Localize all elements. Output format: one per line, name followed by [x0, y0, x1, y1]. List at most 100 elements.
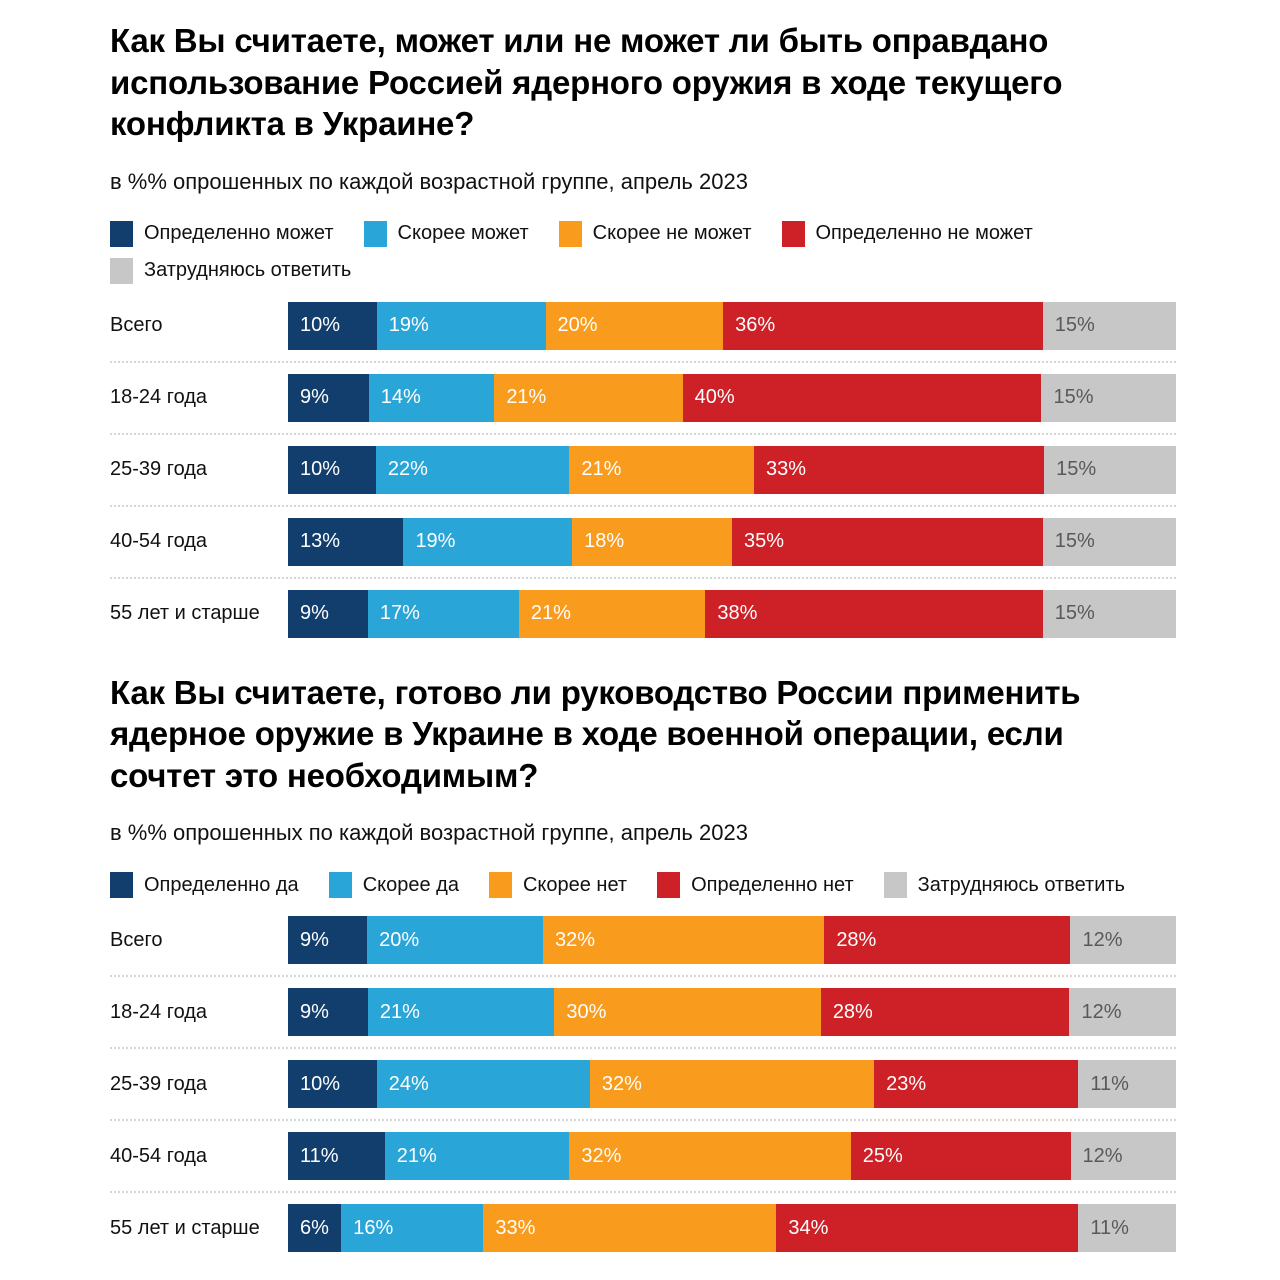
- bar-segment: 21%: [384, 1132, 570, 1181]
- segment-value: 18%: [584, 530, 625, 553]
- legend-swatch: [558, 220, 582, 247]
- bar-segment: 12%: [1070, 1132, 1176, 1181]
- stacked-bar: 9% 17% 21% 38% 15%: [288, 589, 1176, 638]
- legend-label: Определенно нет: [691, 873, 854, 896]
- legend-label: Определенно да: [144, 873, 299, 896]
- bar-segment: 21%: [494, 373, 683, 422]
- legend-label: Скорее да: [362, 873, 459, 896]
- segment-value: 23%: [886, 1072, 927, 1095]
- table-row: 25-39 года 10% 22% 21% 33% 15%: [110, 445, 1176, 494]
- segment-value: 24%: [388, 1072, 429, 1095]
- bar-segment: 22%: [375, 445, 570, 494]
- segment-value: 33%: [765, 458, 807, 481]
- bar-segment: 14%: [368, 373, 495, 422]
- stacked-bar: 9% 21% 30% 28% 12%: [288, 988, 1177, 1037]
- row-label: 40-54 года: [110, 1144, 208, 1167]
- bar-segment: 20%: [545, 301, 724, 350]
- table-row: 25-39 года 10% 24% 32% 23% 11%: [110, 1060, 1176, 1109]
- bar-segment: 21%: [569, 445, 754, 494]
- segment-value: 15%: [1056, 458, 1097, 481]
- bar-segment: 24%: [376, 1060, 590, 1109]
- legend-swatch: [110, 220, 133, 247]
- segment-value: 20%: [557, 314, 598, 337]
- rows: Всего 10% 19% 20% 36% 15% 18-24 года 9% 14% 21% 40…: [110, 301, 1176, 638]
- chart-title: Как Вы считаете, готово ли руководство Р…: [110, 673, 1081, 794]
- table-row: 55 лет и старше 9% 17% 21% 38% 15%: [110, 589, 1176, 638]
- table-row: 18-24 года 9% 21% 30% 28% 12%: [110, 988, 1177, 1037]
- segment-value: 12%: [1082, 928, 1123, 951]
- segment-value: 22%: [387, 458, 428, 481]
- legend-swatch: [488, 872, 512, 899]
- stacked-bar: 11% 21% 32% 25% 12%: [288, 1132, 1176, 1181]
- legend-item: Скорее не может: [558, 220, 752, 247]
- legend: Определенно может Скорее может Скорее не м…: [110, 220, 1176, 284]
- segment-value: 21%: [506, 386, 547, 409]
- bar-segment: 10%: [288, 445, 376, 494]
- bar-segment: 36%: [723, 301, 1043, 350]
- bar-segment: 6%: [288, 1204, 342, 1253]
- segment-value: 12%: [1081, 1000, 1122, 1023]
- bar-segment: 25%: [850, 1132, 1071, 1181]
- table-row: Всего 9% 20% 32% 28% 12%: [110, 916, 1176, 965]
- table-row: 55 лет и старше 6% 16% 33% 34% 11%: [110, 1204, 1177, 1253]
- row-label: 40-54 года: [110, 530, 208, 553]
- chart-title: Как Вы считаете, может или не может ли б…: [110, 22, 1063, 143]
- segment-value: 21%: [530, 602, 571, 625]
- bar-segment: 15%: [1044, 445, 1176, 494]
- legend-item: Затрудняюсь ответить: [883, 872, 1125, 899]
- segment-value: 9%: [300, 928, 329, 951]
- legend-item: Определенно да: [110, 872, 299, 899]
- legend-swatch: [328, 872, 352, 899]
- segment-value: 10%: [300, 1072, 341, 1095]
- bar-segment: 11%: [288, 1132, 385, 1181]
- legend-label: Затрудняюсь ответить: [144, 259, 352, 282]
- segment-value: 21%: [581, 458, 622, 481]
- rows: Всего 9% 20% 32% 28% 12% 18-24 года 9% 21% 30% 28%…: [110, 916, 1177, 1253]
- bar-segment: 19%: [403, 517, 573, 566]
- chart-leadership-ready-to-use: Как Вы считаете, готово ли руководство Р…: [110, 672, 1177, 1253]
- table-row: 18-24 года 9% 14% 21% 40% 15%: [110, 373, 1176, 422]
- bar-segment: 33%: [753, 445, 1045, 494]
- legend-swatch: [883, 872, 907, 899]
- bar-segment: 21%: [367, 988, 555, 1037]
- row-separator: [110, 432, 1176, 435]
- legend-swatch: [781, 220, 805, 247]
- row-label: 25-39 года: [110, 458, 208, 481]
- segment-value: 19%: [388, 314, 429, 337]
- stacked-bar: 6% 16% 33% 34% 11%: [288, 1204, 1177, 1253]
- segment-value: 36%: [735, 314, 776, 337]
- bar-segment: 15%: [1042, 589, 1176, 638]
- segment-value: 32%: [581, 1144, 622, 1167]
- bar-segment: 32%: [569, 1132, 851, 1181]
- bar-segment: 11%: [1078, 1060, 1176, 1109]
- stacked-bar: 10% 22% 21% 33% 15%: [288, 445, 1176, 494]
- chart-subtitle: в %% опрошенных по каждой возрастной гру…: [110, 820, 748, 846]
- segment-value: 32%: [601, 1072, 642, 1095]
- bar-segment: 11%: [1078, 1204, 1177, 1253]
- bar-segment: 9%: [288, 589, 368, 638]
- bar-segment: 34%: [776, 1204, 1079, 1253]
- segment-value: 21%: [396, 1144, 437, 1167]
- legend-item: Определенно может: [110, 220, 334, 247]
- bar-segment: 15%: [1041, 373, 1176, 422]
- bar-segment: 10%: [288, 1060, 377, 1109]
- bar-segment: 19%: [376, 301, 546, 350]
- bar-segment: 10%: [288, 301, 377, 350]
- legend-label: Определенно может: [144, 222, 334, 245]
- segment-value: 16%: [353, 1216, 394, 1239]
- bar-segment: 21%: [518, 589, 706, 638]
- bar-segment: 35%: [732, 517, 1043, 566]
- legend-item: Скорее да: [328, 872, 459, 899]
- stacked-bar: 10% 24% 32% 23% 11%: [288, 1060, 1176, 1109]
- legend-swatch: [657, 872, 681, 899]
- segment-value: 30%: [566, 1000, 607, 1023]
- segment-value: 21%: [379, 1000, 420, 1023]
- bar-segment: 33%: [483, 1204, 777, 1253]
- bar-segment: 15%: [1042, 517, 1176, 566]
- row-separator: [110, 576, 1176, 579]
- legend-item: Скорее может: [363, 220, 529, 247]
- segment-value: 33%: [495, 1216, 536, 1239]
- chart-subtitle: в %% опрошенных по каждой возрастной гру…: [110, 168, 748, 194]
- table-row: 40-54 года 11% 21% 32% 25% 12%: [110, 1132, 1176, 1181]
- legend-swatch: [363, 220, 387, 247]
